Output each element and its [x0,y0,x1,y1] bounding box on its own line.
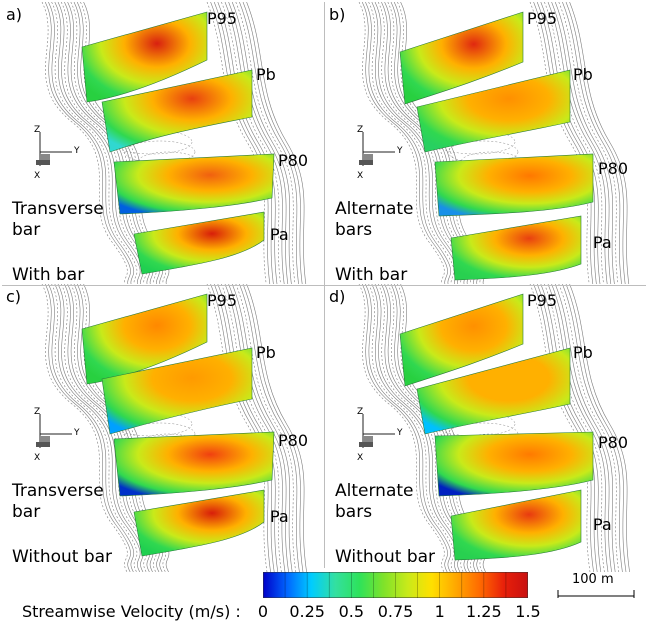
axis-y-label: Y [74,428,80,438]
section-p95 [81,11,208,103]
scale-bar [557,590,635,598]
colorbar-tick-label: 0.75 [377,602,414,621]
section-p95 [81,293,208,385]
section-label-p95: P95 [527,291,558,310]
axis-x-label: X [34,171,41,181]
velocity-sections [399,11,594,281]
panel-letter: c) [6,287,22,306]
bar-type-label: Transverse bar [12,199,104,240]
velocity-sections [81,293,275,557]
axes-triad: Z Y X [24,124,84,194]
scale-bar-label: 100 m [572,572,614,587]
section-label-p80: P80 [598,159,629,178]
panel-c: c) P95 Pb P80 Pa Z Y X Transverse bar With… [2,284,324,572]
panel-b: b) P95 Pb P80 Pa Z Y X Alternate bars With… [325,2,646,290]
bar-type-label: Alternate bars [335,199,414,240]
section-pb [416,69,571,153]
section-pb [101,69,253,153]
colorbar-tick-label: 0.5 [338,602,365,621]
panel-a-plot [41,2,307,290]
section-label-pa: Pa [270,225,289,244]
section-label-pa: Pa [593,515,612,534]
axes-triad: Z Y X [347,406,407,476]
velocity-sections [399,293,594,561]
section-p95 [399,293,524,387]
section-p80 [434,431,594,497]
section-pb [101,347,253,435]
bar-type-label: Transverse bar [12,481,104,522]
section-label-p95: P95 [207,9,238,28]
colorbar-gradient [263,572,528,598]
condition-label: With bar [335,265,408,285]
legend-title: Streamwise Velocity (m/s) : [22,602,241,621]
section-label-pb: Pb [573,343,593,362]
section-p80 [113,431,275,497]
panel-b-plot [358,2,630,290]
axis-z-label: Z [357,407,364,417]
section-p80 [113,153,275,215]
section-p80 [434,153,594,217]
panel-a: a) P95 Pb P80 Pa Z Y X Transverse bar With… [2,2,324,290]
section-label-pb: Pb [573,65,593,84]
colorbar [263,572,528,598]
panel-letter: a) [6,5,23,24]
section-pb [416,347,571,435]
section-pa [450,489,582,561]
axis-z-label: Z [34,407,41,417]
section-pa [450,215,582,281]
axis-x-label: X [34,453,41,463]
colorbar-legend: Streamwise Velocity (m/s) : 0 0.25 0.5 0.75… [0,568,646,630]
axis-x-label: X [357,453,364,463]
section-pa [133,211,265,275]
axes-triad: Z Y X [24,406,84,476]
condition-label: With bar [12,265,85,285]
colorbar-tick-label: 1.25 [466,602,502,621]
axis-z-label: Z [357,125,364,135]
axis-x-label: X [357,171,364,181]
colorbar-tick-label: 1.5 [515,602,541,621]
section-label-pa: Pa [270,507,289,526]
colorbar-tick-label: 0.25 [289,602,325,621]
section-label-p80: P80 [278,151,309,170]
panel-c-plot [41,284,307,572]
velocity-sections [81,11,275,275]
section-label-p95: P95 [527,9,558,28]
condition-label: Without bar [12,547,113,567]
axis-z-label: Z [34,125,41,135]
section-label-pb: Pb [256,343,276,362]
condition-label: Without bar [335,547,436,567]
section-label-pb: Pb [256,65,276,84]
colorbar-tick-label: 1 [434,602,445,621]
panel-letter: b) [329,5,346,24]
bar-type-label: Alternate bars [335,481,414,522]
section-label-p95: P95 [207,291,238,310]
axes-triad: Z Y X [347,124,407,194]
panel-letter: d) [329,287,346,306]
section-label-p80: P80 [598,433,629,452]
axis-y-label: Y [74,146,80,156]
colorbar-tick-label: 0 [257,602,269,621]
panel-divider-horizontal [2,285,646,286]
axis-y-label: Y [397,428,403,438]
section-pa [133,489,265,557]
panel-d-plot [358,284,630,572]
section-label-pa: Pa [593,233,612,252]
panel-d: d) P95 Pb P80 Pa Z Y X Alternate bars With… [325,284,646,572]
axis-y-label: Y [397,146,403,156]
section-label-p80: P80 [278,431,309,450]
section-p95 [399,11,524,105]
